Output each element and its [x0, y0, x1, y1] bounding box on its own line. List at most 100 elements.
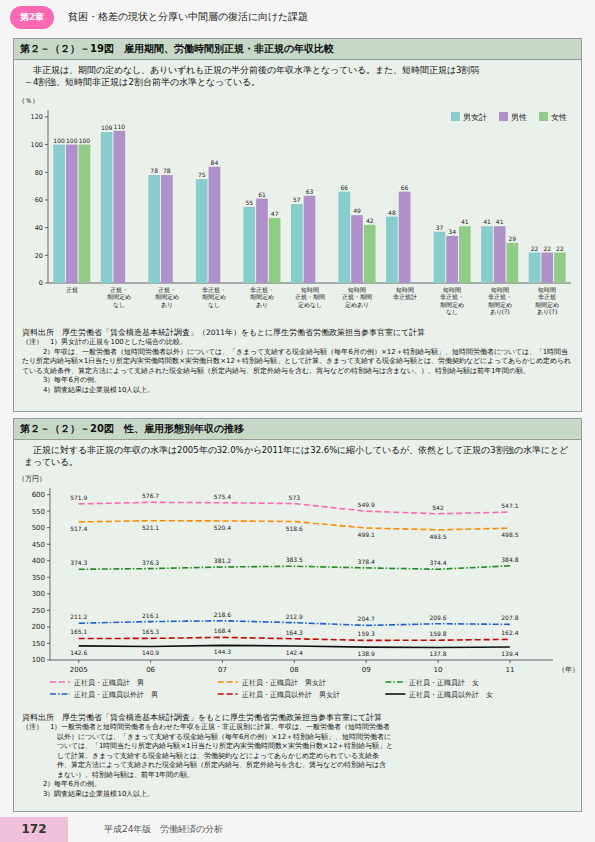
bar [101, 132, 113, 283]
data-label: 37 [436, 224, 444, 231]
x-tick-label: 正規・期間定めあり [155, 286, 179, 309]
data-label: 575.4 [214, 493, 231, 500]
data-label: 383.5 [286, 556, 303, 563]
y-tick-label: 200 [32, 623, 45, 631]
legend-swatch [385, 693, 405, 695]
text-line: 短時間 [538, 286, 556, 293]
x-tick-label: 07 [218, 666, 227, 674]
data-label: 110 [114, 123, 126, 130]
data-label: 66 [341, 184, 349, 191]
y-axis-label: （％） [18, 97, 39, 105]
legend-swatch [218, 681, 238, 683]
chart-notes: 資料出所 厚生労働省「賃金構造基本統計調査」をもとに厚生労働省労働政策担当参事官… [14, 710, 581, 803]
data-label: 159.3 [358, 630, 375, 637]
annotation: 3）毎年6月の例。 [22, 376, 573, 386]
data-label: 521.1 [142, 524, 159, 531]
text-line: 正規・ [158, 286, 176, 293]
data-label: 547.1 [501, 502, 518, 509]
data-label: 100 [66, 137, 78, 144]
data-label: 100 [79, 137, 91, 144]
x-tick-label: 短時間正規・期間定めあり [342, 286, 372, 309]
bar [243, 207, 255, 283]
bar [494, 226, 506, 283]
y-tick-label: 0 [39, 279, 43, 287]
y-tick [47, 494, 50, 495]
text-line: 非正規・ [202, 286, 226, 293]
x-tick-label: 正規 [66, 286, 78, 293]
x-tick-label: 2005 [70, 666, 88, 674]
page: 第2章貧困・格差の現状と分厚い中間層の復活に向けた課題172平成24年版 労働経… [0, 0, 595, 842]
data-label: 49 [353, 207, 361, 214]
bar [541, 253, 553, 283]
annotation: 件、算定方法によって支給された現金給与額（所定内給与、所定外給与を含む。賃与など… [22, 761, 573, 771]
text-line: 定めなし [298, 301, 322, 309]
bar [66, 145, 78, 283]
series-line [79, 621, 510, 626]
data-label: 162.4 [501, 629, 518, 636]
bar [386, 217, 398, 283]
series-line [79, 502, 510, 513]
y-axis-line [50, 488, 51, 660]
y-tick [45, 227, 48, 228]
data-label: 144.3 [214, 648, 231, 655]
y-tick [47, 560, 50, 561]
text-line: 非正規計 [393, 293, 417, 300]
data-label: 42 [366, 217, 374, 224]
text-line: なし [446, 308, 458, 316]
chart-svg: 020406080100120（％）1001097875555766483741… [14, 90, 581, 325]
text-line: 期間定め [488, 301, 512, 308]
series-line [79, 637, 510, 640]
text-line: 非正規 [538, 293, 556, 300]
legend-entry: 正社員・正職員以外計 男 [74, 691, 158, 699]
x-tick-label: 非正規・期間定めなし [202, 286, 226, 309]
data-label: 22 [531, 245, 539, 252]
y-tick [45, 255, 48, 256]
data-label: 34 [448, 228, 456, 235]
y-tick [47, 544, 50, 545]
x-tick [294, 660, 295, 663]
data-label: 168.4 [214, 627, 231, 634]
badge: 第2章 [10, 6, 54, 29]
y-tick-label: 80 [35, 169, 43, 177]
y-tick [45, 144, 48, 145]
data-label: 165.3 [142, 628, 159, 635]
data-label: 374.3 [70, 559, 87, 566]
y-tick-label: 120 [31, 113, 43, 121]
y-tick [45, 116, 48, 117]
bar [79, 145, 91, 283]
bar [399, 192, 411, 283]
data-labels: 571.9576.7575.4573549.9542547.1517.4521.… [70, 492, 519, 657]
data-label: 100 [53, 137, 65, 144]
y-tick [47, 643, 50, 644]
x-tick [150, 660, 151, 663]
y-tick-label: 100 [32, 656, 45, 664]
series-line [79, 566, 510, 569]
bar [256, 199, 268, 283]
data-label: 22 [556, 245, 564, 252]
data-label: 142.4 [286, 649, 303, 656]
y-tick [47, 511, 50, 512]
chart-svg: 100150200250300350400450500550600（万円）200… [14, 470, 581, 710]
data-label: 41 [461, 218, 469, 225]
annotation: 3）調査結果は企業規模10人以上。 [22, 790, 573, 800]
text-line: あり [256, 301, 268, 309]
data-label: 41 [483, 218, 491, 225]
y-tick [45, 172, 48, 173]
data-label: 207.8 [501, 614, 518, 621]
data-label: 140.9 [142, 649, 159, 656]
x-tick-label: 11 [505, 666, 514, 674]
legend-entry: 正社員・正職員計 男 [74, 679, 144, 687]
data-label: 139.4 [501, 650, 518, 657]
bar [196, 179, 208, 283]
text-line: 正規・期間 [295, 293, 325, 300]
legend-entry: 正社員・正職員計 男女計 [242, 679, 326, 687]
y-tick-label: 300 [32, 590, 45, 598]
data-label: 138.9 [358, 650, 375, 657]
y-tick [47, 626, 50, 627]
y-tick [47, 527, 50, 528]
bar [209, 167, 221, 283]
header: 第2章貧困・格差の現状と分厚い中間層の復活に向けた課題 [0, 0, 595, 34]
chart-subtitle: 正規に対する非正規の年収の水準は2005年の32.0%から2011年には32.6… [14, 440, 581, 470]
x-tick [438, 660, 439, 663]
data-label: 55 [245, 199, 253, 206]
